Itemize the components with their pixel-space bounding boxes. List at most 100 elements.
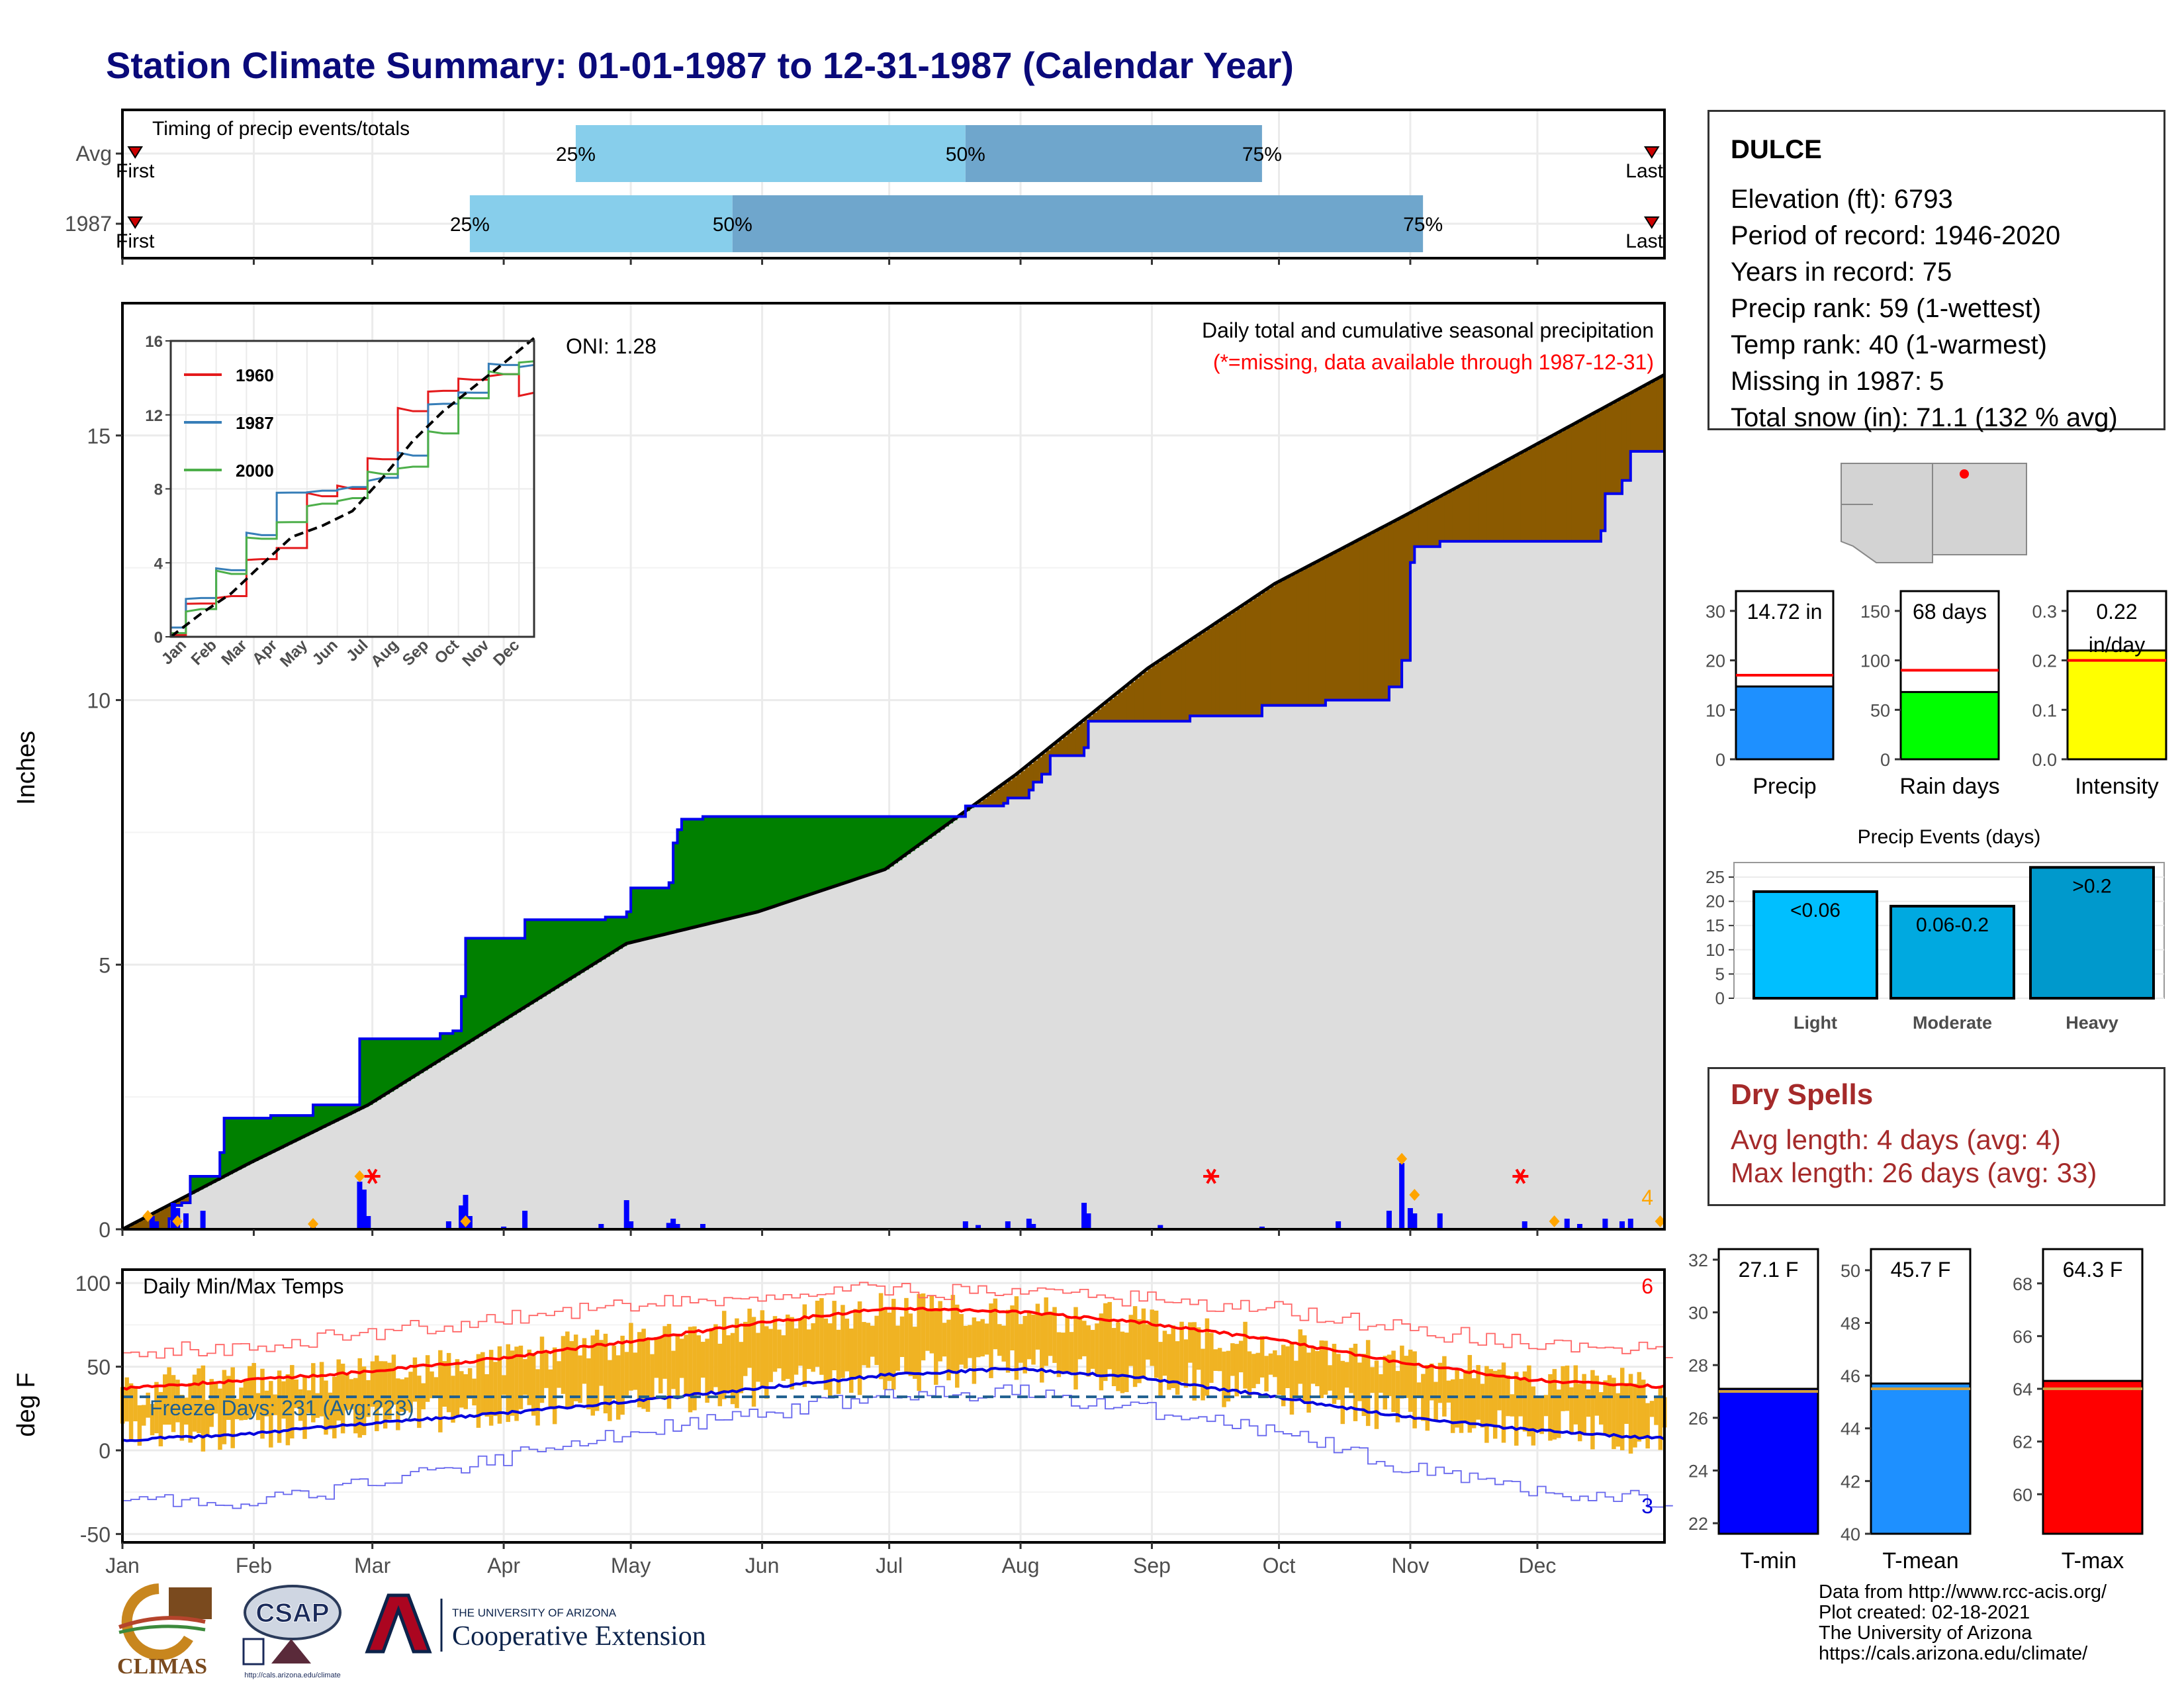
- precip-above-average-area: [575, 919, 580, 976]
- temps-y-axis-label: deg F: [13, 1372, 40, 1436]
- locator-map-states: [1841, 463, 2027, 563]
- temps-daily-bar: [472, 1378, 477, 1406]
- precip-below-average-area: [1240, 606, 1246, 716]
- temps-daily-bar: [552, 1347, 557, 1425]
- temps-daily-bar: [273, 1394, 277, 1415]
- temps-daily-bar: [146, 1392, 150, 1418]
- precip-daily-bar: [170, 1203, 176, 1229]
- precip-above-average-area: [435, 1039, 441, 1063]
- precip-below-average-area: [1287, 577, 1293, 706]
- temps-daily-bar: [128, 1383, 134, 1442]
- precip-below-average-area: [1541, 441, 1547, 541]
- precip-below-average-area: [1439, 496, 1445, 541]
- precip-above-average-area: [533, 919, 538, 1002]
- precip-below-average-area: [1600, 409, 1606, 531]
- precip-above-average-area: [550, 919, 555, 992]
- precip-daily-bar: [1627, 1219, 1633, 1229]
- temps-daily-bar: [1582, 1374, 1586, 1433]
- precip-below-average-area: [1067, 733, 1072, 756]
- temps-daily-bar: [1484, 1366, 1489, 1443]
- temps-daily-bar: [959, 1314, 964, 1365]
- precip-above-average-area: [664, 888, 670, 935]
- precip-below-average-area: [1261, 592, 1267, 706]
- precip-above-average-area: [499, 938, 504, 1023]
- temps-daily-bar: [764, 1326, 769, 1399]
- temps-daily-bar: [1137, 1319, 1142, 1383]
- precip-below-average-area: [1156, 663, 1161, 722]
- precip-below-average-area: [1579, 420, 1584, 541]
- precip-above-average-area: [469, 938, 475, 1042]
- timing-q25-label: 25%: [556, 144, 596, 165]
- temps-daily-bar: [1518, 1380, 1523, 1417]
- temps-daily-bar: [315, 1393, 320, 1418]
- temps-x-tick-label: May: [611, 1554, 651, 1577]
- temps-daily-bar: [1379, 1374, 1383, 1393]
- credit-created: Plot created: 02-18-2021: [1819, 1602, 2030, 1623]
- precip-below-average-area: [1414, 510, 1420, 547]
- temps-daily-bar: [1404, 1356, 1409, 1398]
- station-years: Years in record: 75: [1731, 258, 1952, 287]
- precip-daily-bar: [1026, 1219, 1032, 1229]
- precip-below-average-area: [1317, 561, 1322, 706]
- precip-daily-bar: [674, 1224, 680, 1229]
- temps-daily-bar: [260, 1368, 265, 1439]
- precip-above-average-area: [571, 919, 576, 978]
- temps-daily-bar: [1370, 1367, 1375, 1393]
- temps-daily-bar: [836, 1329, 841, 1394]
- temps-daily-bar: [1476, 1365, 1480, 1420]
- temps-daily-bar: [1510, 1394, 1515, 1417]
- temps-daily-bar: [938, 1301, 942, 1362]
- precip-below-average-area: [1376, 530, 1381, 700]
- temps-daily-bar: [811, 1323, 815, 1372]
- precip-above-average-area: [668, 882, 674, 933]
- temps-daily-bar: [493, 1362, 498, 1417]
- precip-above-average-area: [829, 816, 835, 888]
- temps-daily-bar: [1315, 1351, 1320, 1387]
- precip-daily-bar: [1602, 1219, 1608, 1229]
- precip-above-average-area: [660, 888, 665, 935]
- temps-daily-bar: [878, 1293, 884, 1380]
- precip-below-average-area: [1050, 747, 1055, 756]
- temp-value-bar: [1870, 1382, 1972, 1535]
- precip-below-average-area: [1279, 581, 1284, 706]
- precip-above-average-area: [334, 1105, 340, 1122]
- precip-below-average-area: [1558, 432, 1563, 541]
- temp-value-label: 45.7 F: [1891, 1258, 1951, 1282]
- temps-daily-bar: [243, 1379, 248, 1421]
- precip-bar-1-y-tick-label: 150: [1860, 602, 1890, 622]
- precip-above-average-area: [774, 816, 780, 906]
- temps-daily-bar: [1429, 1363, 1434, 1401]
- precip-below-average-area: [1567, 427, 1572, 541]
- precip-average-cumulative-line: [121, 373, 1666, 1231]
- temps-daily-bar: [666, 1324, 672, 1409]
- precip-above-average-area: [745, 816, 750, 915]
- precip-below-average-area: [986, 795, 991, 806]
- precip-above-average-area: [825, 816, 831, 890]
- precip-below-average-area: [1101, 706, 1106, 722]
- precip-above-average-area: [300, 1115, 305, 1139]
- precip-above-average-area: [398, 1039, 403, 1087]
- temps-daily-bar: [917, 1293, 921, 1391]
- precip-below-average-area: [1643, 386, 1648, 451]
- precip-below-average-area: [1097, 709, 1102, 722]
- precip-below-average-area: [1563, 430, 1568, 541]
- temp-axis-label: T-mean: [1882, 1548, 1958, 1573]
- precip-above-average-area: [923, 816, 928, 842]
- temps-daily-bar: [946, 1319, 951, 1381]
- precip-below-average-area: [1330, 555, 1335, 700]
- precip-above-average-area: [804, 816, 809, 896]
- temps-daily-bar: [1522, 1371, 1527, 1432]
- temps-daily-bar: [1077, 1316, 1083, 1360]
- precip-above-average-area: [868, 816, 873, 875]
- precip-bar-1-value-label: 68 days: [1913, 600, 1987, 624]
- temps-daily-bar: [332, 1376, 337, 1438]
- csap-logo-url: http://cals.arizona.edu/climate: [244, 1671, 341, 1679]
- temps-daily-bar: [968, 1325, 972, 1358]
- temps-daily-bar: [1065, 1316, 1069, 1373]
- temps-daily-bar: [857, 1301, 862, 1395]
- precip-above-average-area: [690, 819, 695, 929]
- timing-q75-label: 75%: [1242, 144, 1282, 165]
- temps-daily-bar: [972, 1317, 977, 1384]
- station-missing: Missing in 1987: 5: [1731, 367, 1944, 396]
